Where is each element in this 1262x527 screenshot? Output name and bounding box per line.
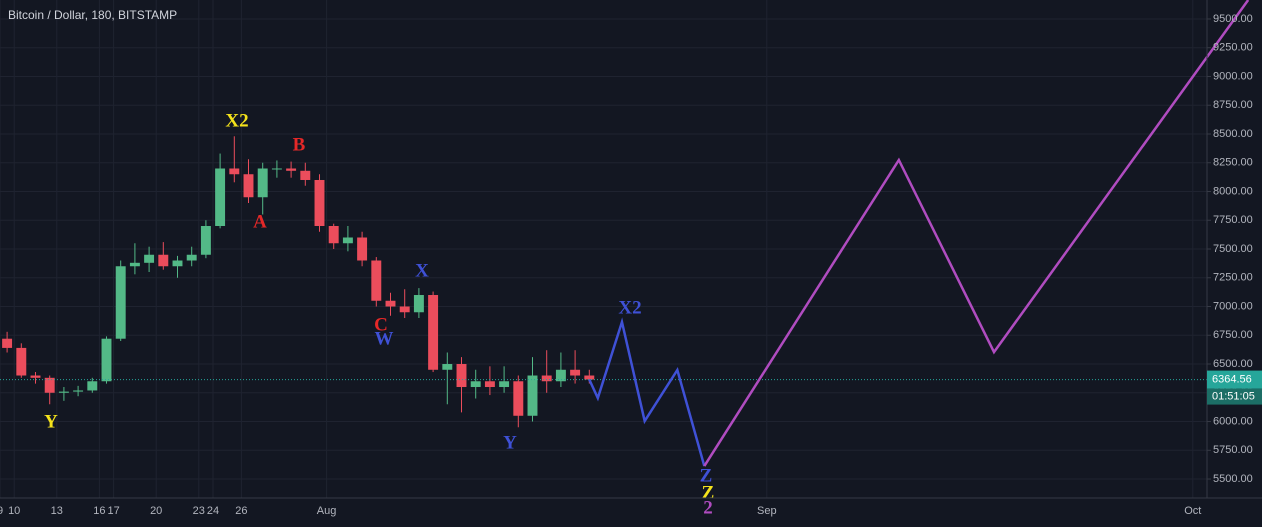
candle-body — [271, 168, 282, 170]
x-tick-label: Sep — [757, 505, 777, 517]
price-label-bg — [1207, 370, 1262, 389]
wave-label: X2 — [225, 110, 248, 131]
x-tick-label: 16 — [93, 505, 105, 517]
last-price-label: 6364.56 — [1212, 373, 1252, 385]
candle-body — [484, 381, 495, 388]
candle-body — [129, 262, 140, 267]
candle-body — [215, 168, 226, 226]
y-tick-label: 7500.00 — [1213, 243, 1253, 255]
candle-body — [229, 168, 240, 175]
x-tick-label: Aug — [317, 505, 337, 517]
wave-label: W — [375, 328, 394, 349]
x-tick-label: 23 — [193, 505, 205, 517]
candle-body — [541, 375, 552, 382]
x-tick-label: Oct — [1184, 505, 1201, 517]
wave-label: B — [293, 134, 306, 155]
x-tick-label: 13 — [51, 505, 63, 517]
y-tick-label: 8500.00 — [1213, 128, 1253, 140]
y-tick-label: 9000.00 — [1213, 70, 1253, 82]
candle-body — [44, 377, 55, 393]
y-tick-label: 6750.00 — [1213, 329, 1253, 341]
x-tick-label: 20 — [150, 505, 162, 517]
candle-body — [58, 391, 69, 393]
candle-body — [314, 179, 325, 226]
candle-body — [371, 260, 382, 301]
wave-label: X2 — [618, 297, 641, 318]
candle-body — [172, 260, 183, 267]
candle-body — [570, 369, 581, 376]
y-tick-label: 7000.00 — [1213, 300, 1253, 312]
x-tick-label: 9 — [0, 505, 3, 517]
candle-body — [300, 170, 311, 180]
projection-line — [703, 0, 1250, 467]
grid — [0, 0, 1207, 498]
candle-body — [385, 300, 396, 307]
candle-body — [186, 254, 197, 261]
y-tick-label: 5500.00 — [1213, 473, 1253, 485]
projection-line — [588, 317, 706, 467]
candle-body — [73, 390, 84, 392]
wave-label: X — [415, 260, 429, 281]
candle-body — [144, 254, 155, 263]
candle-body — [328, 225, 339, 244]
candle-body — [87, 381, 98, 391]
candle-body — [456, 364, 467, 388]
candle-body — [513, 381, 524, 416]
candle-body — [428, 295, 439, 370]
candle-body — [413, 295, 424, 313]
candle-body — [584, 375, 595, 380]
wave-label: Y — [503, 432, 517, 453]
candle-body — [2, 338, 13, 348]
wave-label: C — [374, 314, 388, 335]
wave-label: Z — [700, 465, 713, 486]
countdown-bg — [1207, 388, 1262, 405]
candle-body — [257, 168, 268, 198]
y-tick-label: 9500.00 — [1213, 13, 1253, 25]
candle-body — [101, 338, 112, 382]
y-tick-label: 8750.00 — [1213, 99, 1253, 111]
candle-body — [342, 237, 353, 244]
y-tick-label: 8250.00 — [1213, 157, 1253, 169]
candle-body — [499, 381, 510, 388]
candle-body — [470, 381, 481, 388]
candle-body — [30, 375, 41, 378]
candle-body — [200, 225, 211, 255]
plot-area — [0, 136, 1207, 428]
candle-body — [158, 254, 169, 267]
x-tick-label: 26 — [235, 505, 247, 517]
x-tick-label: 17 — [107, 505, 119, 517]
candle-body — [243, 174, 254, 198]
y-tick-label: 9250.00 — [1213, 42, 1253, 54]
y-tick-label: 7250.00 — [1213, 272, 1253, 284]
candle-body — [286, 168, 297, 171]
candle-body — [442, 364, 453, 370]
chart-title: Bitcoin / Dollar, 180, BITSTAMP — [8, 8, 177, 22]
y-tick-label: 5750.00 — [1213, 444, 1253, 456]
candle-body — [527, 375, 538, 416]
countdown-label: 01:51:05 — [1212, 390, 1255, 402]
wave-label: 2 — [703, 497, 713, 518]
candle-body — [399, 306, 410, 313]
candle-body — [555, 369, 566, 382]
y-tick-label: 6500.00 — [1213, 358, 1253, 370]
y-tick-label: 7750.00 — [1213, 214, 1253, 226]
candle-body — [16, 347, 27, 376]
candle-body — [357, 237, 368, 261]
wave-label: A — [253, 211, 267, 232]
candle-body — [115, 266, 126, 339]
x-tick-label: 10 — [8, 505, 20, 517]
y-tick-label: 8000.00 — [1213, 185, 1253, 197]
wave-label: Y — [44, 411, 58, 432]
x-tick-label: 24 — [207, 505, 219, 517]
y-tick-label: 6000.00 — [1213, 415, 1253, 427]
